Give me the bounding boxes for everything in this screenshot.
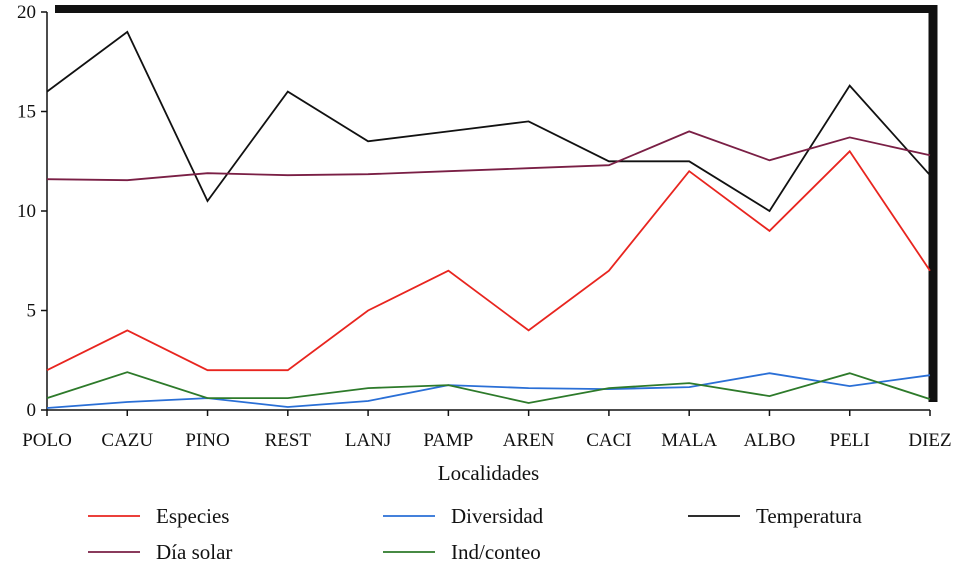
y-tick-label: 5	[27, 301, 37, 322]
series-line-temperatura	[46, 30, 931, 213]
legend-label-ind-conteo: Ind/conteo	[451, 540, 541, 564]
y-tick-label: 0	[27, 400, 37, 421]
series-line-ind-conteo	[46, 371, 931, 404]
x-tick-label: PELI	[830, 430, 870, 451]
x-axis-ticks: POLO CAZU PINO REST LANJ PAMP AREN CACI MALA ALBO…	[22, 410, 952, 451]
x-tick-label: POLO	[22, 430, 72, 451]
x-tick-label: LANJ	[345, 430, 391, 451]
y-tick-label: 15	[17, 102, 36, 123]
x-tick-label: PINO	[185, 430, 229, 451]
x-tick-label: DIEZ	[908, 430, 951, 451]
y-tick-label: 20	[17, 2, 36, 23]
series-line-especies	[46, 149, 931, 372]
plot-frame	[46, 5, 938, 411]
legend-label-diversidad: Diversidad	[451, 504, 544, 528]
x-tick-label: PAMP	[423, 430, 473, 451]
legend-label-temperatura: Temperatura	[756, 504, 862, 528]
series-lines	[46, 30, 931, 409]
x-tick-label: ALBO	[744, 430, 796, 451]
y-axis-ticks: 0 5 10 15 20	[17, 2, 47, 421]
legend-label-especies: Especies	[156, 504, 229, 528]
x-tick-label: CAZU	[101, 430, 153, 451]
y-tick-label: 10	[17, 201, 36, 222]
legend-label-d-a-solar: Día solar	[156, 540, 232, 564]
x-tick-label: MALA	[661, 430, 717, 451]
series-line-diversidad	[46, 372, 931, 409]
x-axis-title: Localidades	[438, 461, 539, 485]
legend: Especies Diversidad Temperatura Día solar In…	[88, 504, 862, 564]
series-line-d-a-solar	[46, 130, 931, 182]
x-tick-label: AREN	[503, 430, 555, 451]
x-tick-label: CACI	[586, 430, 631, 451]
x-tick-label: REST	[265, 430, 312, 451]
